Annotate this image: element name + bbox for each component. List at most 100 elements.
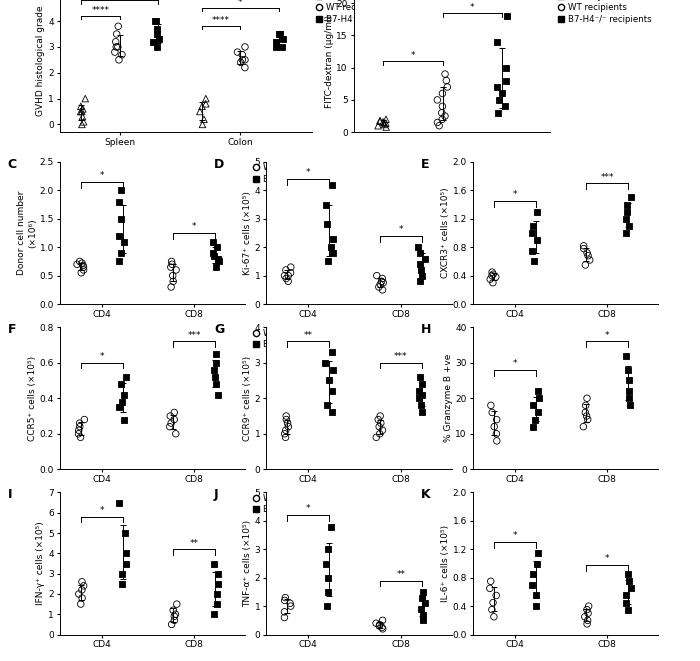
Text: *: * bbox=[99, 506, 104, 515]
Point bbox=[76, 258, 88, 268]
Point bbox=[165, 418, 176, 428]
Point bbox=[153, 34, 164, 44]
Point bbox=[374, 619, 385, 630]
Point bbox=[171, 264, 182, 275]
Point bbox=[484, 583, 496, 594]
Point bbox=[208, 251, 219, 261]
Point bbox=[239, 55, 251, 65]
Point bbox=[116, 185, 127, 196]
Point bbox=[166, 256, 177, 266]
Point bbox=[321, 558, 332, 568]
Legend: WT recipients, B7-H4⁻/⁻ recipients: WT recipients, B7-H4⁻/⁻ recipients bbox=[253, 329, 347, 349]
Text: J: J bbox=[214, 488, 218, 501]
Point bbox=[327, 365, 338, 375]
Point bbox=[207, 236, 218, 247]
Point bbox=[622, 200, 633, 210]
Point bbox=[413, 242, 424, 253]
Point bbox=[583, 601, 594, 611]
Text: *: * bbox=[606, 330, 610, 340]
Point bbox=[582, 615, 594, 625]
Point bbox=[377, 116, 388, 127]
Point bbox=[113, 231, 125, 241]
Point bbox=[279, 428, 290, 439]
Point bbox=[109, 47, 120, 58]
Point bbox=[580, 260, 591, 270]
Text: **: ** bbox=[304, 330, 313, 340]
Point bbox=[441, 75, 452, 86]
Point bbox=[532, 386, 543, 397]
Point bbox=[165, 282, 176, 292]
Point bbox=[491, 428, 502, 439]
Point bbox=[327, 179, 338, 190]
Point bbox=[280, 592, 291, 603]
Point bbox=[212, 253, 223, 264]
Point bbox=[487, 278, 498, 288]
Point bbox=[211, 379, 222, 389]
Point bbox=[78, 262, 89, 272]
Point bbox=[111, 28, 122, 39]
Point bbox=[490, 272, 501, 282]
Point bbox=[486, 267, 498, 278]
Text: *: * bbox=[606, 554, 610, 563]
Point bbox=[74, 256, 85, 266]
Point bbox=[281, 273, 292, 284]
Point bbox=[581, 410, 592, 421]
Point bbox=[624, 400, 635, 410]
Point bbox=[277, 34, 288, 44]
Point bbox=[280, 264, 291, 275]
Point bbox=[110, 36, 121, 47]
Point bbox=[501, 75, 512, 86]
Point bbox=[77, 104, 88, 114]
Point bbox=[491, 82, 503, 93]
Point bbox=[416, 379, 428, 389]
Point bbox=[169, 615, 180, 625]
Point bbox=[326, 522, 337, 532]
Point bbox=[212, 578, 223, 589]
Point bbox=[74, 589, 85, 600]
Point bbox=[420, 598, 431, 609]
Point bbox=[200, 93, 211, 104]
Point bbox=[276, 42, 288, 52]
Point bbox=[281, 414, 292, 425]
Text: ***: *** bbox=[188, 330, 201, 340]
Y-axis label: CXCR3⁺ cells (×10⁵): CXCR3⁺ cells (×10⁵) bbox=[441, 188, 450, 278]
Point bbox=[232, 47, 243, 58]
Point bbox=[113, 21, 124, 32]
Point bbox=[76, 106, 88, 117]
Point bbox=[414, 386, 425, 397]
Point bbox=[211, 599, 223, 609]
Point bbox=[172, 599, 183, 609]
Point bbox=[582, 619, 593, 629]
Point bbox=[273, 28, 284, 39]
Point bbox=[167, 270, 178, 281]
Point bbox=[170, 428, 181, 439]
Point bbox=[377, 273, 388, 284]
Point bbox=[578, 243, 589, 254]
Point bbox=[376, 276, 387, 287]
Point bbox=[419, 253, 430, 264]
Point bbox=[375, 418, 386, 428]
Point bbox=[377, 284, 388, 295]
Point bbox=[210, 262, 221, 272]
Text: **: ** bbox=[396, 570, 405, 579]
Point bbox=[620, 590, 631, 601]
Point bbox=[327, 347, 338, 358]
Text: *: * bbox=[99, 352, 104, 361]
Point bbox=[326, 242, 337, 253]
Point bbox=[321, 200, 332, 210]
Point bbox=[528, 569, 539, 580]
Point bbox=[582, 608, 594, 619]
Point bbox=[578, 422, 589, 432]
Point bbox=[113, 256, 125, 266]
Point bbox=[284, 598, 295, 609]
Point bbox=[111, 42, 122, 52]
Point bbox=[280, 432, 291, 443]
Point bbox=[379, 119, 390, 130]
Point bbox=[526, 580, 538, 590]
Point bbox=[282, 418, 293, 428]
Text: *: * bbox=[512, 190, 517, 200]
Point bbox=[73, 428, 84, 439]
Point bbox=[527, 221, 538, 231]
Point bbox=[623, 393, 634, 403]
Point bbox=[432, 117, 443, 128]
